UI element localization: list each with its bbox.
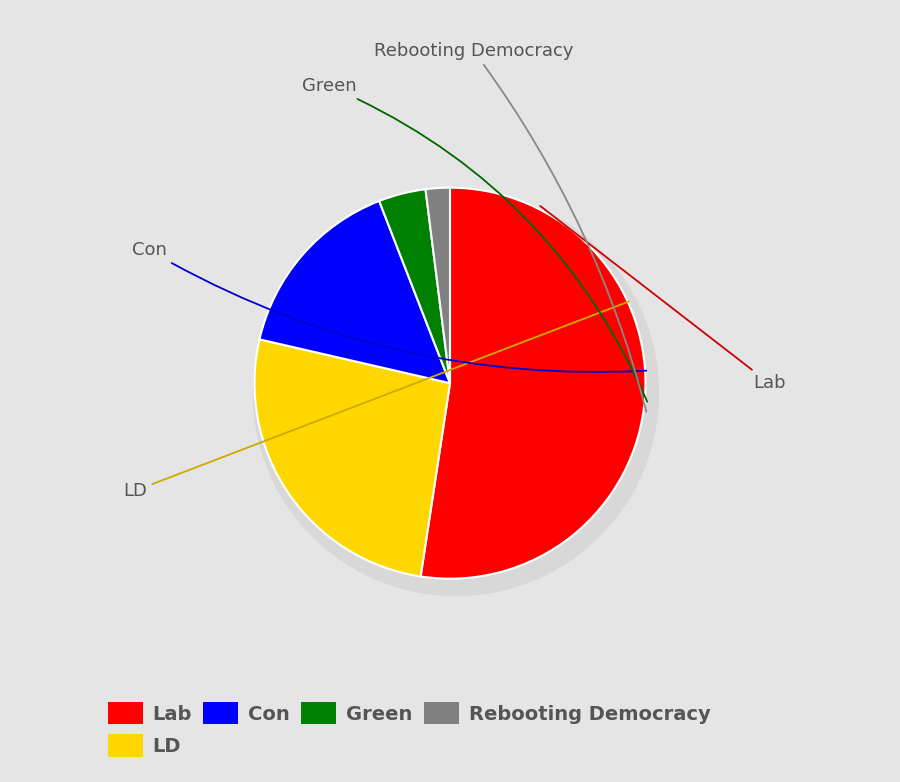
Wedge shape [379,189,450,383]
Wedge shape [420,188,645,579]
Wedge shape [259,201,450,383]
Text: Lab: Lab [540,206,786,393]
Wedge shape [426,188,450,383]
Text: Con: Con [131,241,646,372]
Legend: Lab, LD, Con, Green, Rebooting Democracy: Lab, LD, Con, Green, Rebooting Democracy [100,694,718,765]
Wedge shape [255,339,450,576]
Ellipse shape [253,189,659,596]
Text: LD: LD [123,302,629,500]
Text: Green: Green [302,77,647,402]
Text: Rebooting Democracy: Rebooting Democracy [374,41,646,411]
